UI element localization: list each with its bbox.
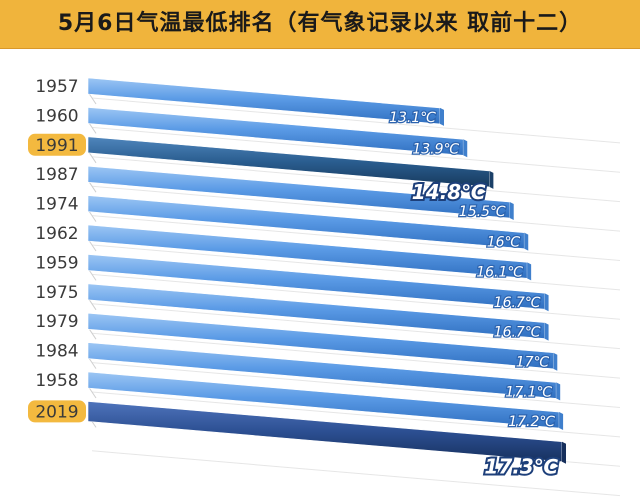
bar-end-cap: [559, 412, 564, 431]
bar-end-cap: [489, 170, 494, 189]
value-label: 16.7℃: [494, 325, 541, 341]
value-label: 16℃: [487, 235, 521, 251]
bar-end-cap: [440, 107, 444, 126]
value-label: 16.1℃: [476, 264, 523, 280]
bar-end-cap: [463, 139, 468, 158]
category-label: 1979: [35, 312, 78, 332]
bar: [87, 371, 560, 429]
bar: [87, 195, 525, 250]
bar: [87, 254, 545, 310]
value-label: 17.2℃: [508, 414, 555, 430]
bar: [87, 165, 511, 219]
grid-line: [91, 215, 621, 261]
category-label: 1957: [35, 77, 78, 97]
bar: [87, 283, 545, 339]
bar-end-cap: [544, 322, 549, 341]
category-label: 1974: [35, 195, 78, 215]
grid-line: [91, 126, 621, 173]
chart-title: 5月6日气温最低排名（有气象记录以来 取前十二）: [57, 11, 583, 36]
category-label: 1984: [35, 342, 78, 362]
grid-line: [91, 273, 621, 320]
value-labels: 13.1℃ 13.9℃ 14.8℃15.5℃ 16℃ 16.1℃ 16.7℃ 16.7℃ 17…: [388, 109, 561, 481]
value-label: 15.5℃: [459, 204, 506, 220]
category-label: 1959: [35, 253, 78, 273]
bars: [87, 77, 566, 464]
category-label: 1991: [35, 136, 78, 156]
bar-end-cap: [553, 352, 558, 371]
grid-line: [91, 362, 621, 408]
category-label: 1962: [35, 224, 78, 244]
grid-line: [91, 391, 621, 438]
category-label: 1958: [35, 371, 78, 391]
grid-line: [91, 244, 621, 291]
grid-line: [91, 450, 621, 497]
category-label: 2019: [35, 402, 78, 422]
bar: [87, 107, 464, 156]
year-highlight-badge: [28, 400, 86, 423]
title-banner: 5月6日气温最低排名（有气象记录以来 取前十二）: [0, 0, 640, 49]
category-label: 1987: [35, 165, 78, 185]
value-label: 16.7℃: [494, 295, 541, 311]
grid-line: [91, 303, 621, 350]
grid-line: [91, 97, 621, 144]
bar-chart: 1957 1960 1991 1987 1974 1962 1959 1975 1979 1984…: [28, 77, 621, 497]
bar-end-cap: [544, 293, 549, 312]
category-labels: 1957 1960 1991 1987 1974 1962 1959 1975 1979 1984…: [28, 77, 86, 423]
category-label: 1960: [35, 106, 78, 126]
bar-end-cap: [527, 262, 532, 281]
grid-line: [91, 156, 621, 203]
grid-line: [91, 185, 621, 232]
grid-line: [91, 332, 621, 379]
value-label: 17.1℃: [505, 384, 552, 400]
value-label: 17℃: [516, 355, 550, 371]
bar: [87, 342, 557, 399]
category-label: 1975: [35, 283, 78, 303]
bar-end-cap: [556, 382, 561, 401]
year-highlight-badge: [28, 133, 86, 156]
bar-end-cap: [509, 202, 514, 221]
value-label: 13.1℃: [389, 110, 436, 126]
bar-end-cap: [562, 441, 566, 464]
value-label: 17.3℃: [484, 455, 558, 479]
value-label: 14.8℃: [412, 180, 486, 204]
value-label: 13.9℃: [412, 141, 459, 157]
bar-end-cap: [524, 232, 529, 251]
